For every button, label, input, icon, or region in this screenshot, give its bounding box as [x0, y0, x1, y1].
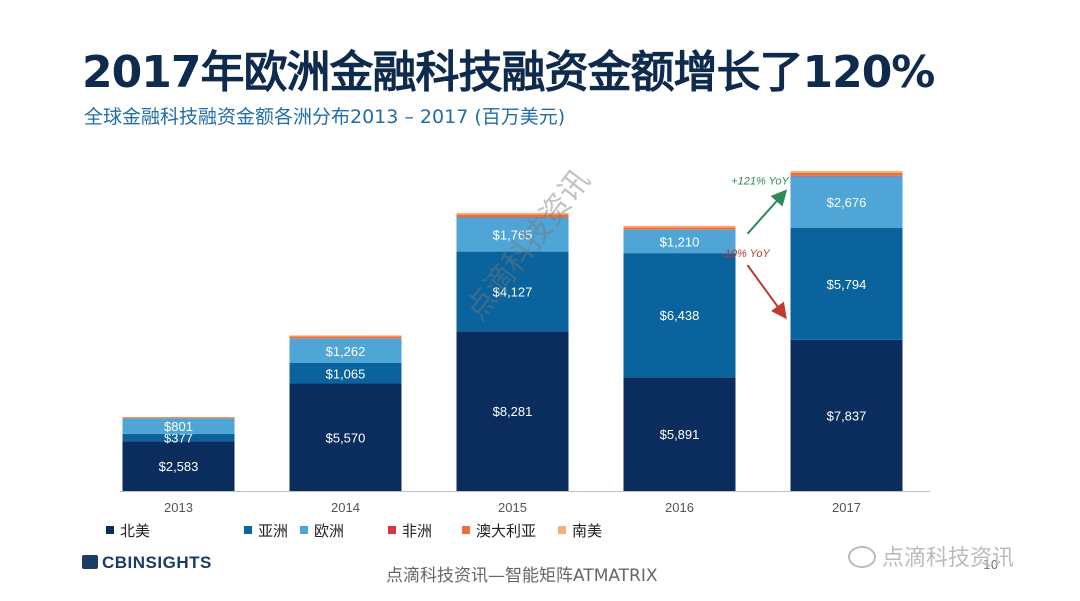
footer-text: 点滴科技资讯—智能矩阵ATMATRIX — [386, 566, 658, 586]
data-label: $6,438 — [660, 308, 700, 323]
watermark-account-text: 点滴科技资讯 — [882, 546, 1015, 571]
bar-segment — [289, 338, 402, 363]
bar-segment — [790, 228, 903, 340]
bar-segment — [623, 377, 736, 491]
legend-label: 南美 — [572, 522, 603, 540]
legend-swatch — [244, 525, 252, 534]
bar-segment — [790, 176, 903, 229]
data-label: $5,794 — [827, 277, 867, 292]
x-tick-label: 2014 — [331, 500, 360, 515]
logo-text: CBINSIGHTS — [102, 553, 212, 572]
legend-item: 欧洲 — [300, 520, 344, 541]
legend-label: 欧洲 — [314, 522, 345, 540]
legend-item: 北美 — [106, 520, 150, 541]
data-label: $1,262 — [326, 344, 366, 359]
chart-legend: 北美 亚洲 欧洲 非洲 澳大利亚 南美 — [0, 520, 1080, 544]
page-subtitle: 全球金融科技融资金额各洲分布2013 – 2017 (百万美元) — [84, 106, 566, 128]
page-title: 2017年欧洲金融科技融资金额增长了120% — [82, 47, 935, 98]
legend-swatch — [558, 525, 566, 534]
bar-segment — [790, 339, 903, 491]
bar-segment — [122, 417, 235, 419]
legend-label: 澳大利亚 — [476, 522, 537, 540]
bar-segment — [289, 335, 402, 337]
data-label: $2,676 — [827, 195, 867, 210]
bar-segment — [289, 383, 402, 491]
bar-segment — [456, 331, 569, 491]
page-number: 10 — [983, 558, 999, 572]
bar-segment — [623, 225, 736, 228]
bar-segment — [289, 362, 402, 384]
yoy-arrow — [746, 189, 788, 235]
legend-label: 非洲 — [402, 522, 433, 540]
bar-segment — [456, 251, 569, 332]
yoy-annotation-label: -10% YoY — [721, 248, 770, 260]
legend-item: 澳大利亚 — [462, 520, 536, 541]
bar-segment — [623, 229, 736, 254]
data-label: $2,583 — [159, 459, 199, 474]
bar-segment — [456, 212, 569, 215]
yoy-arrow — [746, 264, 787, 320]
data-label: $1,765 — [493, 228, 533, 243]
bar-segment — [790, 170, 903, 173]
legend-swatch — [388, 525, 396, 534]
wechat-icon — [848, 546, 876, 568]
bar-segment — [790, 172, 903, 176]
bar-segment — [456, 217, 569, 252]
legend-item: 南美 — [558, 520, 602, 541]
cbinsights-logo-icon — [82, 554, 98, 569]
bar-segment — [623, 227, 736, 230]
yoy-annotation-label: +121% YoY — [731, 175, 789, 187]
x-tick-label: 2017 — [832, 500, 861, 515]
bar-segment — [122, 433, 235, 442]
legend-swatch — [106, 525, 114, 534]
x-tick-label: 2016 — [665, 500, 694, 515]
legend-swatch — [462, 525, 470, 534]
data-label: $1,065 — [326, 366, 366, 381]
wechat-account-watermark: 点滴科技资讯 — [848, 540, 1014, 572]
legend-item: 亚洲 — [244, 520, 288, 541]
legend-swatch — [300, 525, 308, 534]
bar-segment — [289, 336, 402, 339]
x-tick-label: 2013 — [164, 500, 193, 515]
bar-segment — [623, 253, 736, 378]
legend-label: 北美 — [120, 522, 151, 540]
bar-segment — [122, 441, 235, 491]
data-label: $5,891 — [660, 427, 700, 442]
data-label: $1,210 — [660, 234, 700, 249]
data-label: $4,127 — [493, 284, 533, 299]
bar-segment — [122, 418, 235, 434]
x-tick-label: 2015 — [498, 500, 527, 515]
cbinsights-logo: CBINSIGHTS — [82, 553, 212, 573]
legend-item: 非洲 — [388, 520, 432, 541]
data-label: $801 — [164, 419, 193, 434]
bar-segment — [456, 214, 569, 218]
data-label: $5,570 — [326, 430, 366, 445]
legend-label: 亚洲 — [258, 522, 289, 540]
data-label: $7,837 — [827, 408, 867, 423]
data-label: $377 — [164, 431, 193, 446]
bar-segment — [790, 175, 903, 177]
data-label: $8,281 — [493, 404, 533, 419]
